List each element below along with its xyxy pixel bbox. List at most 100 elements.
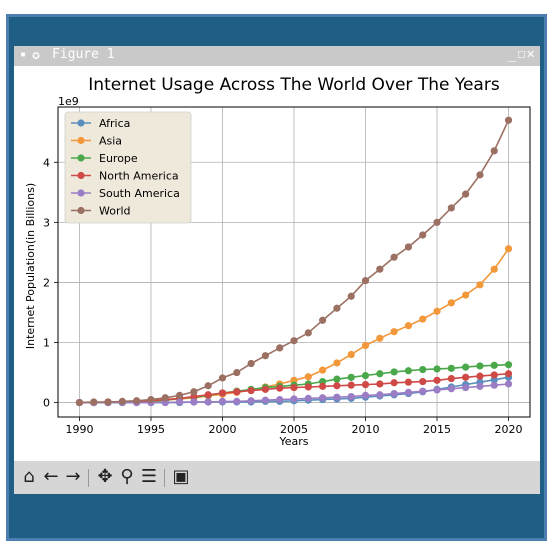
data-point-world — [261, 352, 269, 360]
data-point-south-america — [218, 397, 227, 405]
data-point-north-america — [261, 385, 269, 393]
data-point-world — [333, 304, 341, 312]
legend-swatch-marker — [77, 171, 85, 180]
data-point-europe — [504, 361, 513, 369]
data-point-asia — [304, 373, 312, 381]
data-point-north-america — [218, 389, 227, 397]
legend-label: Asia — [99, 135, 122, 148]
data-point-europe — [476, 362, 484, 370]
data-point-europe — [433, 365, 441, 373]
data-point-world — [118, 397, 126, 405]
data-point-south-america — [476, 382, 484, 390]
data-point-world — [319, 316, 327, 324]
data-point-south-america — [447, 385, 455, 393]
data-point-south-america — [290, 395, 298, 403]
back-icon[interactable]: ← — [43, 466, 59, 487]
data-point-asia — [333, 359, 341, 367]
legend-box — [64, 111, 192, 224]
toolbar-separator — [88, 469, 89, 487]
data-point-europe — [376, 370, 384, 378]
data-point-world — [361, 277, 370, 285]
y-axis-label: Internet Population(in Billions) — [24, 183, 37, 349]
data-point-world — [247, 359, 255, 368]
data-point-north-america — [504, 370, 513, 378]
save-icon[interactable]: ▣ — [172, 466, 190, 487]
data-point-asia — [447, 299, 455, 307]
x-tick-label: 2020 — [495, 423, 523, 436]
data-point-asia — [490, 265, 498, 273]
data-point-world — [190, 388, 198, 396]
data-point-south-america — [376, 391, 384, 399]
data-point-asia — [476, 281, 484, 289]
data-point-north-america — [347, 381, 355, 389]
data-point-north-america — [376, 380, 384, 388]
data-point-north-america — [447, 374, 455, 383]
app-logo-icon: ✪ — [32, 48, 40, 63]
data-point-asia — [504, 245, 513, 253]
window-bottom-band — [14, 494, 540, 524]
window-controls[interactable]: _☐✕ — [507, 46, 536, 62]
data-point-world — [376, 265, 384, 273]
legend-swatch-marker — [77, 154, 85, 162]
data-point-world — [433, 218, 441, 226]
data-point-north-america — [333, 382, 341, 390]
legend-label: North America — [99, 170, 179, 183]
data-point-world — [233, 368, 241, 377]
data-point-south-america — [304, 394, 312, 402]
data-point-north-america — [433, 376, 441, 384]
data-point-world — [390, 253, 398, 261]
pan-icon[interactable]: ✥ — [97, 466, 113, 487]
data-point-south-america — [276, 395, 284, 404]
data-point-world — [504, 116, 513, 124]
data-point-world — [490, 147, 498, 155]
data-point-europe — [347, 373, 355, 381]
data-point-world — [347, 292, 355, 300]
window-title: Figure 1 — [52, 47, 115, 62]
data-point-europe — [447, 364, 455, 372]
data-point-world — [276, 344, 284, 352]
data-point-world — [447, 204, 455, 212]
data-point-europe — [404, 367, 413, 375]
data-point-world — [290, 337, 298, 345]
data-point-world — [304, 329, 312, 337]
data-point-south-america — [247, 397, 255, 405]
data-point-south-america — [390, 389, 398, 398]
x-tick-label: 1990 — [65, 423, 93, 436]
window-titlebar[interactable]: ▪ ✪ Figure 1 _☐✕ — [14, 46, 540, 66]
navigation-toolbar: ⌂ ← → ✥ ⚲ ☰ ▣ — [14, 461, 540, 494]
data-point-north-america — [390, 379, 398, 387]
data-point-asia — [433, 307, 441, 315]
data-point-world — [204, 382, 212, 390]
chart-canvas: Internet Usage Across The World Over The… — [24, 75, 531, 448]
data-point-north-america — [304, 383, 312, 391]
data-point-asia — [361, 341, 370, 350]
data-point-north-america — [247, 386, 255, 395]
data-point-north-america — [419, 377, 427, 386]
data-point-world — [462, 190, 470, 198]
zoom-icon[interactable]: ⚲ — [120, 466, 134, 487]
forward-icon[interactable]: → — [65, 466, 81, 487]
x-tick-label: 2000 — [208, 423, 236, 436]
data-point-south-america — [261, 396, 269, 404]
y-offset-label: 1e9 — [58, 95, 79, 108]
data-point-south-america — [490, 381, 498, 389]
data-point-south-america — [462, 383, 470, 392]
legend-swatch-marker — [77, 189, 85, 197]
data-point-europe — [490, 361, 498, 369]
data-point-europe — [390, 368, 398, 376]
data-point-south-america — [333, 393, 341, 401]
x-axis-label: Years — [278, 435, 308, 448]
data-point-north-america — [490, 371, 498, 379]
data-point-europe — [462, 363, 470, 371]
data-point-world — [175, 391, 184, 399]
window-menu-icon[interactable]: ▪ — [20, 49, 27, 60]
data-point-south-america — [233, 397, 241, 405]
tick-labels: 1990 1995 2000 2005 2010 2015 2020 0 1 2 3 4 — [43, 156, 523, 436]
legend-label: Africa — [99, 117, 130, 130]
data-point-south-america — [433, 386, 441, 394]
home-icon[interactable]: ⌂ — [23, 466, 35, 487]
data-point-world — [419, 231, 427, 239]
legend-swatch-marker — [77, 119, 85, 127]
data-point-south-america — [319, 394, 327, 402]
configure-icon[interactable]: ☰ — [140, 466, 158, 487]
